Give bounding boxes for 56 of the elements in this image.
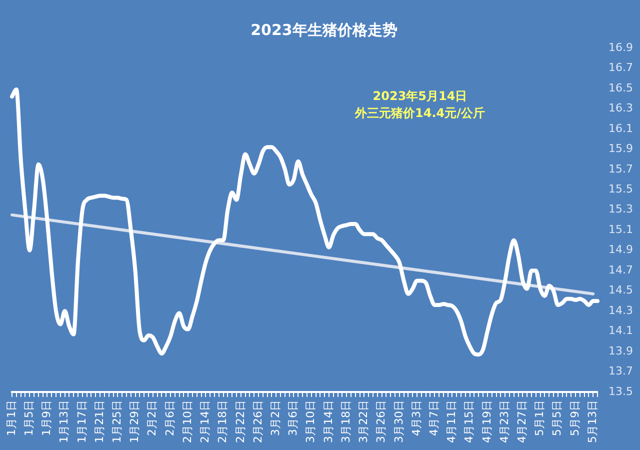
x-tick-label: 5月13日 [586, 400, 599, 444]
x-tick-label: 3月22日 [357, 400, 370, 444]
y-tick-label: 13.7 [608, 364, 634, 378]
x-tick-label: 4月7日 [427, 400, 440, 436]
y-tick-label: 15.5 [608, 182, 634, 196]
x-tick-label: 4月3日 [410, 400, 423, 436]
x-tick-label: 5月5日 [550, 400, 564, 436]
y-tick-label: 14.3 [608, 304, 634, 317]
x-tick-label: 2月10日 [180, 400, 194, 444]
x-tick-label: 1月25日 [110, 400, 124, 444]
y-tick-label: 16.9 [608, 40, 634, 54]
y-tick-label: 15.1 [608, 222, 634, 236]
y-tick-label: 16.5 [608, 81, 634, 94]
x-tick-label: 2月18日 [216, 400, 230, 444]
y-tick-label: 14.1 [608, 324, 634, 338]
y-tick-label: 15.9 [608, 142, 634, 156]
x-tick-label: 1月9日 [40, 400, 54, 436]
annotation: 外三元猪价14.4元/公斤 [354, 106, 485, 120]
x-tick-label: 4月15日 [462, 400, 476, 444]
x-tick-label: 1月17日 [75, 400, 88, 444]
x-tick-label: 2月22日 [234, 400, 247, 444]
y-tick-label: 15.7 [608, 162, 634, 176]
x-tick-label: 3月2日 [269, 400, 282, 436]
x-tick-label: 1月29日 [128, 400, 142, 444]
x-tick-label: 3月26日 [374, 400, 388, 444]
x-tick-label: 3月14日 [322, 400, 335, 444]
x-tick-label: 4月19日 [480, 400, 494, 444]
x-tick-label: 4月23日 [498, 400, 511, 444]
y-tick-label: 14.5 [608, 284, 634, 297]
x-tick-label: 3月18日 [339, 400, 352, 444]
y-tick-label: 13.9 [608, 344, 634, 358]
x-tick-label: 5月9日 [568, 400, 582, 436]
x-tick-label: 2月14日 [198, 400, 212, 444]
x-tick-label: 5月1日 [533, 400, 546, 436]
x-tick-label: 2月2日 [146, 400, 159, 436]
x-tick-label: 2月6日 [163, 400, 176, 436]
x-tick-label: 1月21日 [92, 400, 106, 444]
x-tick-label: 3月6日 [286, 400, 300, 436]
x-tick-label: 3月30日 [392, 400, 406, 444]
y-tick-label: 16.3 [608, 102, 634, 115]
y-tick-label: 13.5 [608, 384, 634, 398]
y-tick-label: 14.9 [608, 243, 634, 256]
x-tick-label: 2月26日 [251, 400, 264, 444]
chart-title: 2023年生猪价格走势 [250, 20, 398, 39]
x-tick-label: 4月11日 [445, 400, 458, 444]
y-tick-label: 16.7 [608, 61, 634, 74]
y-tick-label: 15.3 [608, 202, 634, 216]
x-tick-label: 1月5日 [22, 400, 36, 436]
y-tick-label: 14.7 [608, 263, 634, 276]
x-tick-label: 1月1日 [4, 400, 18, 436]
x-tick-label: 4月27日 [516, 400, 529, 444]
x-tick-label: 3月10日 [304, 400, 318, 444]
line-series [10, 87, 600, 357]
annotation: 2023年5月14日 [372, 89, 468, 103]
x-tick-label: 1月13日 [58, 400, 71, 444]
y-tick-label: 16.1 [608, 122, 634, 135]
